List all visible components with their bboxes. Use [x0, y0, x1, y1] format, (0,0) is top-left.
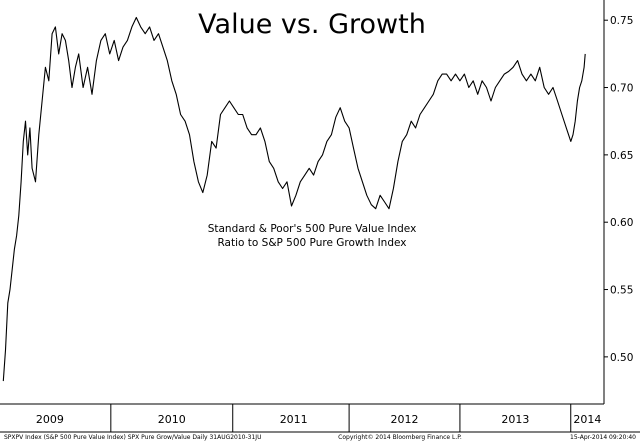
series-line — [2, 16, 586, 382]
x-tick-label: 2011 — [280, 413, 308, 426]
chart-annotation-line-1: Standard & Poor's 500 Pure Value Index — [208, 223, 417, 235]
x-tick-label: 2012 — [391, 413, 419, 426]
x-tick-label: 2009 — [36, 413, 64, 426]
x-tick-label: 2014 — [573, 413, 601, 426]
footer-center: Copyright© 2014 Bloomberg Finance L.P. — [338, 434, 462, 441]
x-tick-label: 2013 — [501, 413, 529, 426]
y-tick-label: 0.70 — [610, 83, 633, 95]
x-axis-labels: 2009 2010 2011 2012 2013 2014 — [36, 404, 601, 432]
chart-title: Value vs. Growth — [198, 9, 426, 40]
y-tick-label: 0.50 — [610, 352, 633, 364]
footer-left: SPXPV Index (S&P 500 Pure Value Index) S… — [4, 434, 261, 441]
chart-annotation-line-2: Ratio to S&P 500 Pure Growth Index — [217, 237, 406, 249]
y-axis-ticks: 0.50 0.55 0.60 0.65 0.70 0.75 — [604, 15, 633, 364]
footer-right: 15-Apr-2014 09:20:40 — [570, 434, 636, 441]
x-tick-label: 2010 — [158, 413, 186, 426]
y-tick-label: 0.75 — [610, 15, 633, 27]
y-tick-label: 0.60 — [610, 217, 633, 229]
y-tick-label: 0.65 — [610, 150, 633, 162]
y-tick-label: 0.55 — [610, 285, 633, 297]
plot-frame — [0, 0, 640, 433]
series-group — [2, 16, 586, 382]
